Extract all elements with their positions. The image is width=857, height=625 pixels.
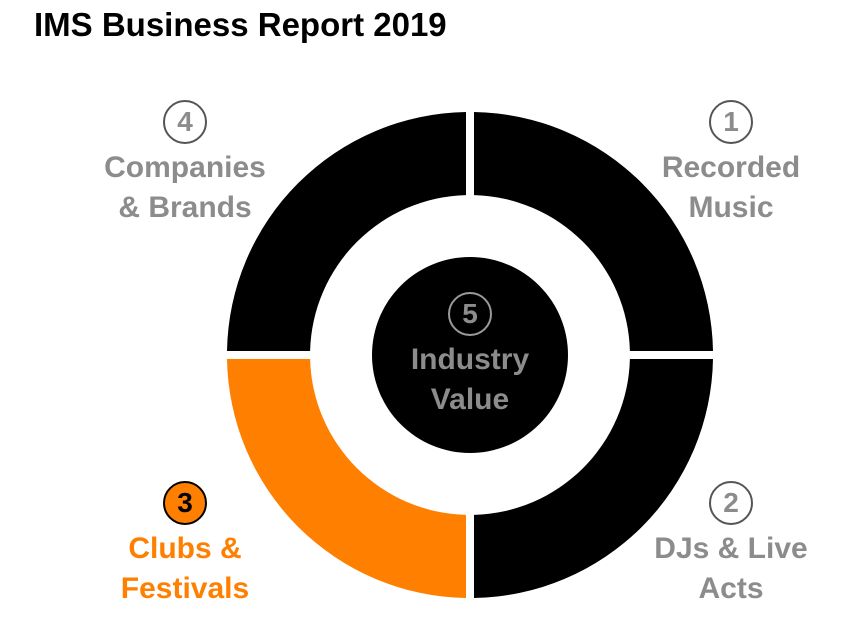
center-name-line: Value — [430, 383, 510, 416]
segment-name-line: Music — [688, 191, 774, 224]
number-badge-2: 2 — [709, 481, 753, 525]
label-recorded-music: 1 Recorded Music — [636, 100, 826, 228]
number-badge-1: 1 — [709, 100, 753, 144]
label-industry-value: 5 Industry Value — [380, 292, 560, 420]
label-companies-brands: 4 Companies & Brands — [80, 100, 290, 228]
label-clubs-festivals: 3 Clubs & Festivals — [90, 481, 280, 609]
ring-segment-djs-live-acts — [474, 359, 713, 598]
segment-name-line: DJs & Live — [654, 532, 808, 565]
number-badge-5: 5 — [448, 292, 492, 336]
segment-name-line: Companies — [104, 151, 266, 184]
segment-name-line: & Brands — [118, 191, 252, 224]
segment-name-line: Festivals — [120, 572, 250, 605]
ring-segment-companies-brands — [227, 112, 466, 351]
ring-segment-clubs-festivals — [227, 359, 466, 598]
ring-segment-recorded-music — [474, 112, 713, 351]
segment-name-line: Acts — [698, 572, 764, 605]
segment-name-line: Recorded — [661, 151, 801, 184]
number-badge-3: 3 — [163, 481, 207, 525]
label-djs-live-acts: 2 DJs & Live Acts — [636, 481, 826, 609]
page-title: IMS Business Report 2019 — [34, 6, 447, 43]
center-name-line: Industry — [410, 343, 530, 376]
segment-name-line: Clubs & — [128, 532, 242, 565]
center-disc-industry-value — [372, 257, 568, 453]
number-badge-4: 4 — [163, 100, 207, 144]
